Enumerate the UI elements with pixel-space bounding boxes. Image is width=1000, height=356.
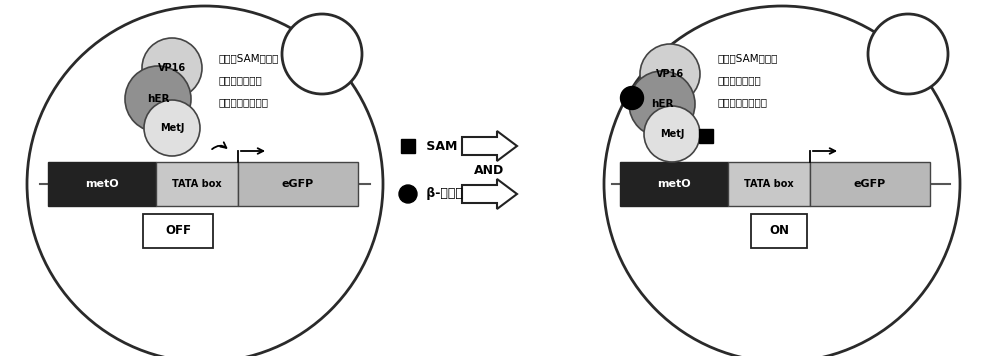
Text: OFF: OFF <box>165 225 191 237</box>
Circle shape <box>144 100 200 156</box>
Circle shape <box>399 185 417 203</box>
Text: MetJ: MetJ <box>660 129 684 139</box>
Circle shape <box>604 6 960 356</box>
Text: hER: hER <box>651 99 673 109</box>
Bar <box>401 139 415 153</box>
Text: 输出：荧光强度高: 输出：荧光强度高 <box>718 97 768 107</box>
Text: AND: AND <box>474 163 504 177</box>
Text: VP16: VP16 <box>656 69 684 79</box>
Text: SAM: SAM <box>422 140 457 152</box>
Circle shape <box>27 6 383 356</box>
Bar <box>156 162 238 206</box>
Text: VP16: VP16 <box>158 63 186 73</box>
Text: 输出：荧光强度低: 输出：荧光强度低 <box>218 97 268 107</box>
Bar <box>699 129 713 143</box>
FancyBboxPatch shape <box>751 214 807 248</box>
Bar <box>728 162 810 206</box>
Text: hER: hER <box>147 94 169 104</box>
Text: eGFP: eGFP <box>282 179 314 189</box>
Text: metO: metO <box>85 179 119 189</box>
Circle shape <box>640 44 700 104</box>
Text: 作用：转录较弱: 作用：转录较弱 <box>218 75 262 85</box>
Text: β-雌二醇: β-雌二醇 <box>422 188 463 200</box>
Circle shape <box>282 14 362 94</box>
Text: 作用：转录增强: 作用：转录增强 <box>718 75 762 85</box>
Text: eGFP: eGFP <box>854 179 886 189</box>
Bar <box>48 162 156 206</box>
Text: 输入：SAM浓度高: 输入：SAM浓度高 <box>718 53 778 63</box>
Text: metO: metO <box>657 179 691 189</box>
Text: TATA box: TATA box <box>172 179 222 189</box>
Circle shape <box>620 87 644 110</box>
Text: MetJ: MetJ <box>160 123 184 133</box>
Circle shape <box>644 106 700 162</box>
Bar <box>238 162 358 206</box>
Text: 输入：SAM浓度低: 输入：SAM浓度低 <box>218 53 278 63</box>
Text: ON: ON <box>769 225 789 237</box>
Circle shape <box>868 14 948 94</box>
Circle shape <box>142 38 202 98</box>
Circle shape <box>125 66 191 132</box>
Text: TATA box: TATA box <box>744 179 794 189</box>
FancyArrow shape <box>462 131 517 161</box>
Circle shape <box>629 71 695 137</box>
Bar <box>810 162 930 206</box>
Bar <box>620 162 728 206</box>
FancyArrow shape <box>462 179 517 209</box>
FancyBboxPatch shape <box>143 214 213 248</box>
